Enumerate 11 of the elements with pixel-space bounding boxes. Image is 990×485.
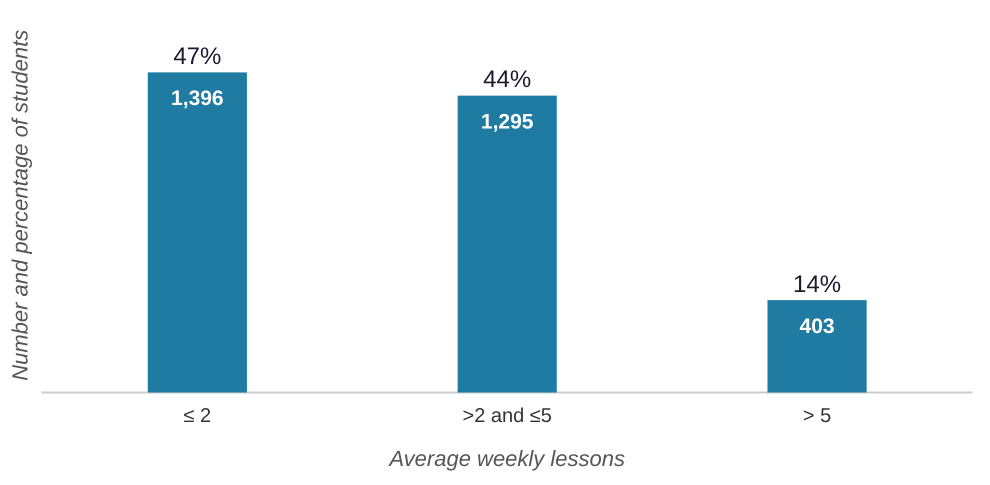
annotation: 47% bbox=[173, 43, 222, 70]
data-label: 403 bbox=[800, 314, 835, 338]
x-tick-label: ≤ 2 bbox=[184, 405, 212, 428]
data-label: 1,396 bbox=[171, 87, 224, 110]
y-axis-title: Number and percentage of students bbox=[7, 30, 32, 381]
x-axis-title: Average weekly lessons bbox=[387, 446, 626, 471]
annotation: 44% bbox=[483, 66, 532, 94]
annotation: 14% bbox=[793, 270, 842, 298]
data-label: 1,295 bbox=[480, 110, 534, 134]
x-tick-label: > 5 bbox=[802, 405, 832, 428]
x-tick-label: >2 and ≤5 bbox=[462, 405, 552, 428]
